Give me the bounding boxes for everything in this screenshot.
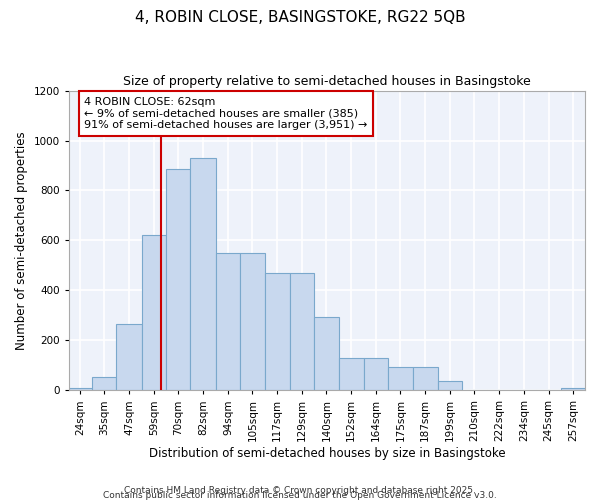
Bar [69, 388, 92, 390]
Bar [142, 236, 166, 390]
Bar [240, 253, 265, 390]
Bar [314, 316, 338, 390]
X-axis label: Distribution of semi-detached houses by size in Basingstoke: Distribution of semi-detached houses by … [149, 447, 505, 460]
Bar [438, 381, 463, 390]
Bar [413, 366, 438, 390]
Y-axis label: Number of semi-detached properties: Number of semi-detached properties [15, 131, 28, 350]
Text: Contains public sector information licensed under the Open Government Licence v3: Contains public sector information licen… [103, 491, 497, 500]
Bar [166, 169, 190, 390]
Bar [116, 324, 142, 390]
Text: 4 ROBIN CLOSE: 62sqm
← 9% of semi-detached houses are smaller (385)
91% of semi-: 4 ROBIN CLOSE: 62sqm ← 9% of semi-detach… [85, 97, 368, 130]
Bar [364, 358, 388, 390]
Text: 4, ROBIN CLOSE, BASINGSTOKE, RG22 5QB: 4, ROBIN CLOSE, BASINGSTOKE, RG22 5QB [134, 10, 466, 25]
Bar [560, 388, 585, 390]
Bar [265, 273, 290, 390]
Bar [216, 253, 240, 390]
Bar [92, 376, 116, 390]
Text: Contains HM Land Registry data © Crown copyright and database right 2025.: Contains HM Land Registry data © Crown c… [124, 486, 476, 495]
Bar [388, 366, 413, 390]
Title: Size of property relative to semi-detached houses in Basingstoke: Size of property relative to semi-detach… [123, 75, 531, 88]
Bar [290, 273, 314, 390]
Bar [190, 158, 216, 390]
Bar [338, 358, 364, 390]
